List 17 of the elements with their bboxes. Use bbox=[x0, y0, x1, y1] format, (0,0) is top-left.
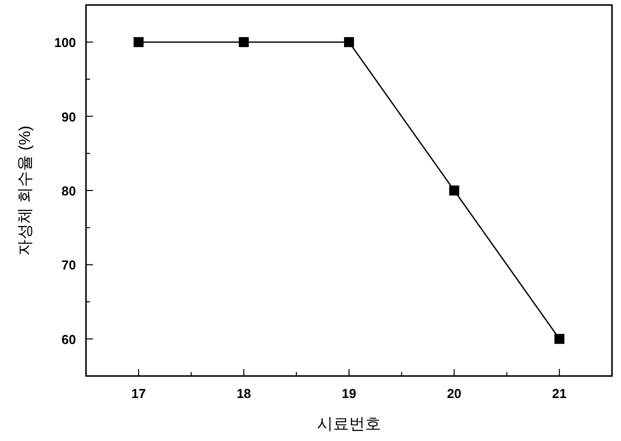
point bbox=[344, 37, 354, 48]
x-tick-label: 19 bbox=[342, 386, 356, 401]
point bbox=[554, 334, 564, 344]
point bbox=[449, 186, 460, 196]
x-tick-label: 21 bbox=[552, 386, 567, 401]
x-tick-label: 17 bbox=[131, 386, 146, 401]
x-tick-label: 20 bbox=[446, 386, 462, 401]
x-axis-title: 시료번호 bbox=[317, 416, 381, 433]
y-axis-title: 자성체 회수율 (%) bbox=[17, 126, 34, 256]
y-tick-label: 60 bbox=[62, 332, 76, 347]
y-tick-label: 100 bbox=[54, 35, 76, 50]
y-tick-label: 90 bbox=[62, 109, 76, 124]
point bbox=[238, 37, 249, 48]
y-tick-label: 70 bbox=[62, 258, 76, 273]
y-tick-label: 80 bbox=[62, 184, 76, 198]
point bbox=[134, 37, 144, 48]
x-tick-label: 18 bbox=[236, 386, 252, 401]
